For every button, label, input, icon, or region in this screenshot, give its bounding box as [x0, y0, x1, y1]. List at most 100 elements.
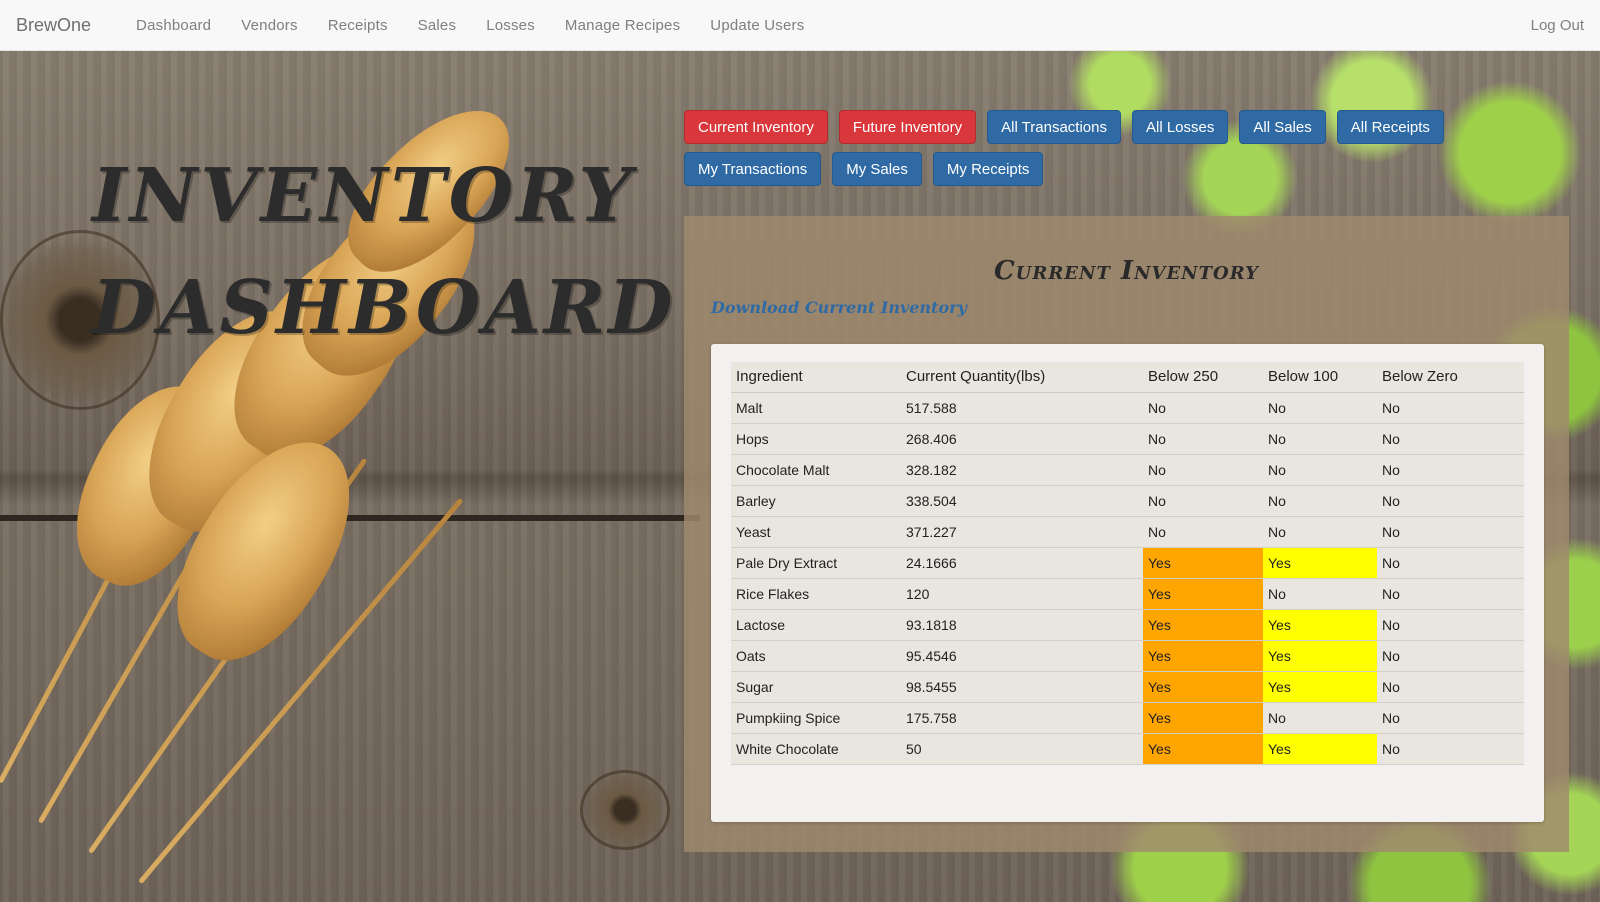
table-row: Pale Dry Extract 24.1666 Yes Yes No	[731, 547, 1524, 579]
below-250-cell: No	[1143, 454, 1263, 486]
ingredient-cell: Malt	[731, 392, 901, 424]
below-zero-cell: No	[1377, 733, 1524, 765]
header-ingredient: Ingredient	[731, 362, 901, 393]
ingredient-cell: Lactose	[731, 609, 901, 641]
below-100-cell: Yes	[1263, 640, 1377, 672]
top-navbar: BrewOne Dashboard Vendors Receipts Sales…	[0, 0, 1600, 51]
below-zero-cell: No	[1377, 423, 1524, 455]
below-100-cell: No	[1263, 578, 1377, 610]
all-transactions-button[interactable]: All Transactions	[987, 110, 1121, 144]
page-title-line2: Dashboard	[92, 265, 676, 351]
below-zero-cell: No	[1377, 640, 1524, 672]
table-row: Chocolate Malt 328.182 No No No	[731, 454, 1524, 486]
button-row-2: My Transactions My Sales My Receipts	[684, 152, 1044, 186]
below-zero-cell: No	[1377, 702, 1524, 734]
inventory-table: Ingredient Current Quantity(lbs) Below 2…	[731, 362, 1524, 765]
table-row: White Chocolate 50 Yes Yes No	[731, 733, 1524, 765]
below-100-cell: No	[1263, 516, 1377, 548]
below-250-cell: No	[1143, 485, 1263, 517]
ingredient-cell: Sugar	[731, 671, 901, 703]
download-inventory-link[interactable]: Download Current Inventory	[711, 298, 967, 317]
nav-manage-recipes[interactable]: Manage Recipes	[564, 16, 681, 34]
below-250-cell: Yes	[1143, 640, 1263, 672]
my-sales-button[interactable]: My Sales	[832, 152, 922, 186]
below-250-cell: Yes	[1143, 671, 1263, 703]
below-100-cell: Yes	[1263, 547, 1377, 579]
header-below-zero: Below Zero	[1377, 362, 1524, 393]
quantity-cell: 175.758	[901, 702, 1143, 734]
my-receipts-button[interactable]: My Receipts	[932, 152, 1044, 186]
inventory-panel: Current Inventory Download Current Inven…	[684, 216, 1569, 852]
header-quantity: Current Quantity(lbs)	[901, 362, 1143, 393]
below-250-cell: Yes	[1143, 702, 1263, 734]
ingredient-cell: Chocolate Malt	[731, 454, 901, 486]
ingredient-cell: White Chocolate	[731, 733, 901, 765]
nav-vendors[interactable]: Vendors	[241, 16, 298, 34]
all-receipts-button[interactable]: All Receipts	[1336, 110, 1444, 144]
nav-losses[interactable]: Losses	[486, 16, 535, 34]
below-250-cell: No	[1143, 516, 1263, 548]
below-zero-cell: No	[1377, 671, 1524, 703]
wood-plank-gap	[0, 515, 700, 521]
table-header-row: Ingredient Current Quantity(lbs) Below 2…	[731, 362, 1524, 393]
below-100-cell: No	[1263, 392, 1377, 424]
below-100-cell: No	[1263, 485, 1377, 517]
button-row-1: Current Inventory Future Inventory All T…	[684, 110, 1444, 144]
header-below-100: Below 100	[1263, 362, 1377, 393]
quantity-cell: 120	[901, 578, 1143, 610]
ingredient-cell: Yeast	[731, 516, 901, 548]
table-row: Lactose 93.1818 Yes Yes No	[731, 609, 1524, 641]
ingredient-cell: Barley	[731, 485, 901, 517]
my-transactions-button[interactable]: My Transactions	[684, 152, 822, 186]
below-250-cell: No	[1143, 423, 1263, 455]
table-row: Sugar 98.5455 Yes Yes No	[731, 671, 1524, 703]
quantity-cell: 517.588	[901, 392, 1143, 424]
below-zero-cell: No	[1377, 516, 1524, 548]
ingredient-cell: Pale Dry Extract	[731, 547, 901, 579]
panel-title: Current Inventory	[993, 256, 1259, 286]
all-losses-button[interactable]: All Losses	[1132, 110, 1229, 144]
below-100-cell: No	[1263, 702, 1377, 734]
inventory-table-card: Ingredient Current Quantity(lbs) Below 2…	[711, 344, 1544, 822]
below-100-cell: Yes	[1263, 609, 1377, 641]
wood-knot	[580, 770, 670, 850]
ingredient-cell: Hops	[731, 423, 901, 455]
below-zero-cell: No	[1377, 454, 1524, 486]
nav-sales[interactable]: Sales	[417, 16, 457, 34]
quantity-cell: 50	[901, 733, 1143, 765]
table-row: Malt 517.588 No No No	[731, 392, 1524, 424]
nav-update-users[interactable]: Update Users	[710, 16, 805, 34]
below-100-cell: Yes	[1263, 733, 1377, 765]
quantity-cell: 328.182	[901, 454, 1143, 486]
table-row: Barley 338.504 No No No	[731, 485, 1524, 517]
quantity-cell: 24.1666	[901, 547, 1143, 579]
below-100-cell: Yes	[1263, 671, 1377, 703]
table-row: Rice Flakes 120 Yes No No	[731, 578, 1524, 610]
below-250-cell: Yes	[1143, 609, 1263, 641]
quantity-cell: 371.227	[901, 516, 1143, 548]
quantity-cell: 268.406	[901, 423, 1143, 455]
ingredient-cell: Rice Flakes	[731, 578, 901, 610]
page-title-line1: Inventory	[92, 153, 635, 239]
below-zero-cell: No	[1377, 609, 1524, 641]
brand-link[interactable]: BrewOne	[16, 14, 92, 35]
ingredient-cell: Pumpkiing Spice	[731, 702, 901, 734]
page-title: Inventory Dashboard	[92, 140, 676, 364]
quantity-cell: 98.5455	[901, 671, 1143, 703]
header-below-250: Below 250	[1143, 362, 1263, 393]
current-inventory-button[interactable]: Current Inventory	[684, 110, 828, 144]
table-row: Hops 268.406 No No No	[731, 423, 1524, 455]
quantity-cell: 338.504	[901, 485, 1143, 517]
all-sales-button[interactable]: All Sales	[1239, 110, 1326, 144]
nav-dashboard[interactable]: Dashboard	[136, 16, 212, 34]
nav-receipts[interactable]: Receipts	[327, 16, 388, 34]
table-row: Oats 95.4546 Yes Yes No	[731, 640, 1524, 672]
table-row: Pumpkiing Spice 175.758 Yes No No	[731, 702, 1524, 734]
below-250-cell: Yes	[1143, 547, 1263, 579]
logout-link[interactable]: Log Out	[1530, 16, 1584, 34]
below-100-cell: No	[1263, 454, 1377, 486]
future-inventory-button[interactable]: Future Inventory	[838, 110, 977, 144]
below-250-cell: Yes	[1143, 733, 1263, 765]
below-250-cell: Yes	[1143, 578, 1263, 610]
quantity-cell: 95.4546	[901, 640, 1143, 672]
